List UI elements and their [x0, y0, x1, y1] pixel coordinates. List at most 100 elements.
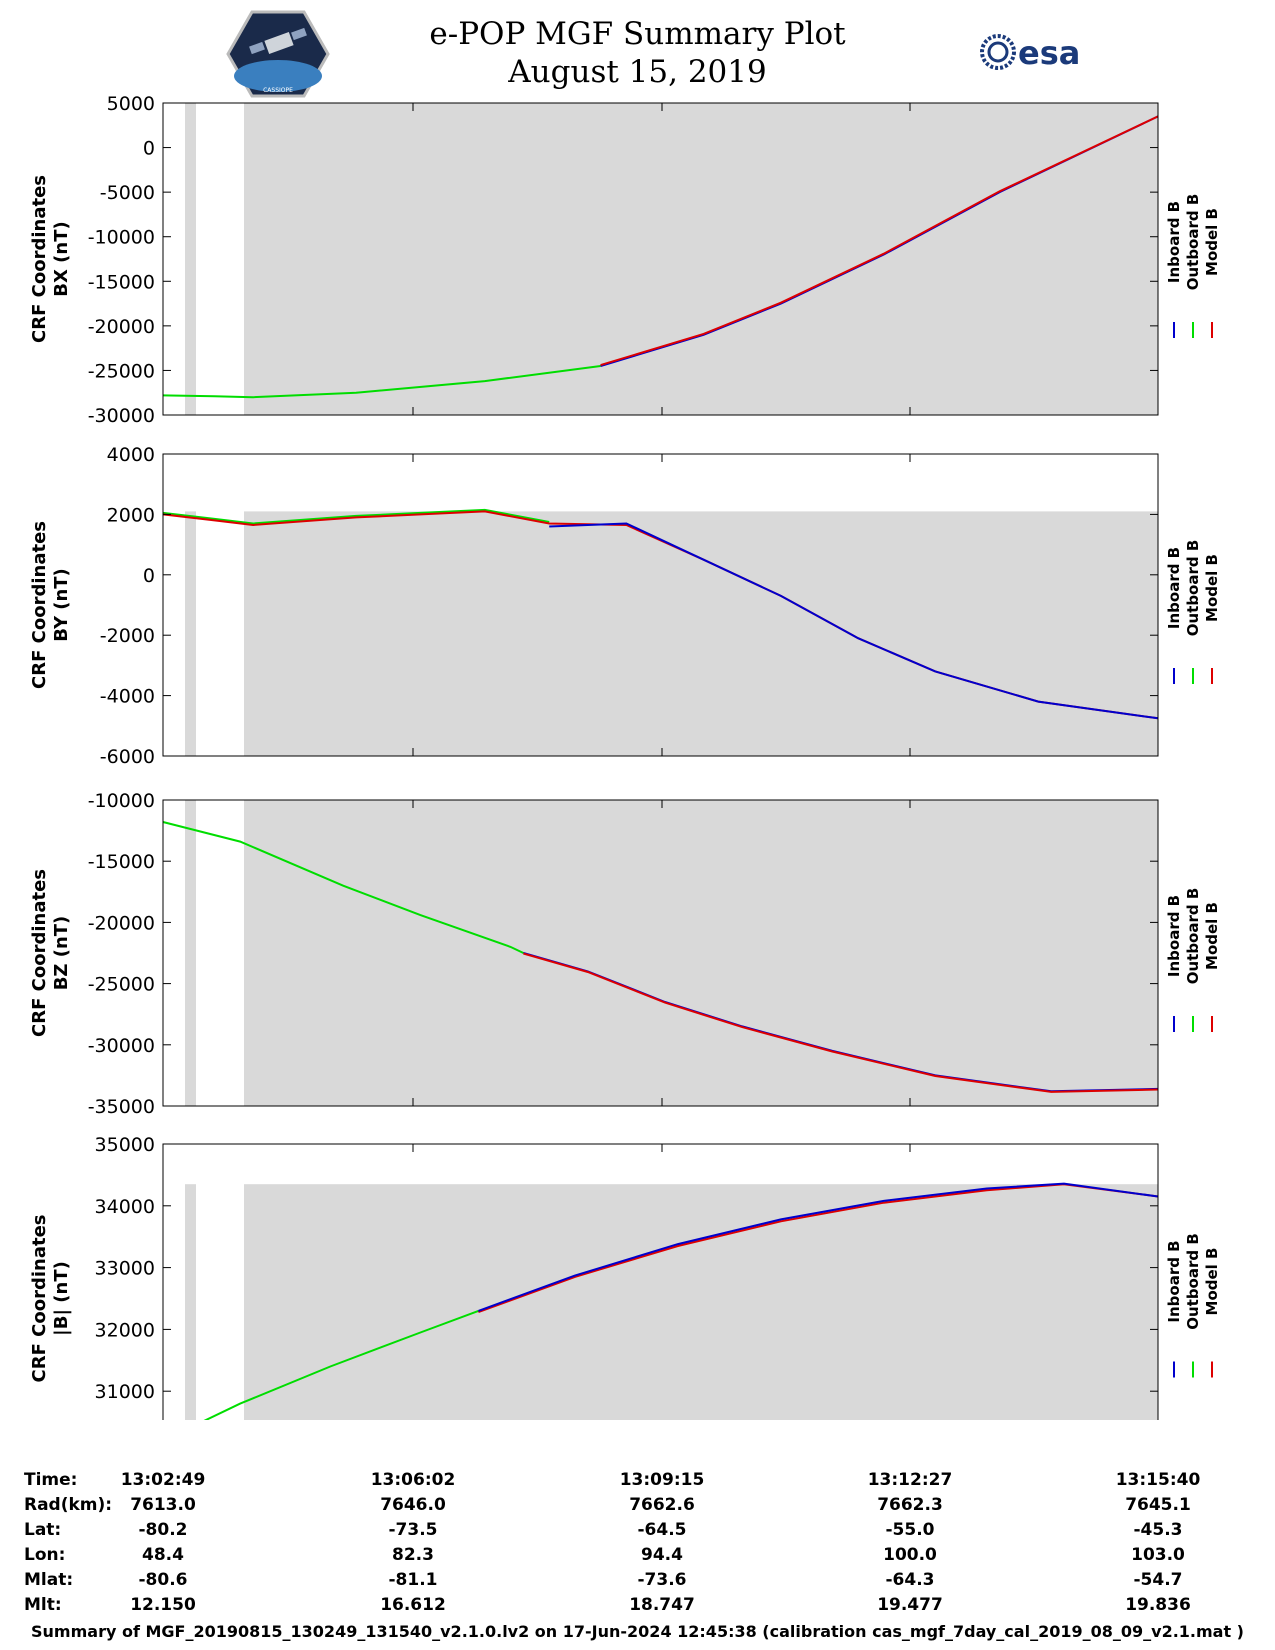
legend-label: Inboard B [1165, 1240, 1183, 1322]
y-tick-label: 32000 [95, 1319, 155, 1341]
ephemeris-value: -73.5 [388, 1520, 438, 1540]
bx-series-outboard-b [162, 365, 601, 399]
ephemeris-label: Time: [24, 1470, 78, 1490]
y-tick-label: 2000 [107, 504, 155, 526]
ephemeris-value: 82.3 [392, 1545, 434, 1565]
ephemeris-value: 13:09:15 [619, 1470, 705, 1490]
legend-label: Inboard B [1165, 547, 1183, 629]
ephemeris-value: 103.0 [1131, 1545, 1185, 1565]
y-tick-label: -25000 [88, 974, 155, 996]
legend-entry: Inboard B [1165, 547, 1183, 629]
ephemeris-row: Lon: 48.4 82.3 94.4 100.0 103.0 [0, 1545, 1275, 1567]
y-tick-label: -4000 [100, 686, 155, 708]
cassiope-logo-text: CASSIOPE [263, 87, 293, 94]
ephemeris-value: 16.612 [380, 1595, 446, 1615]
y-tick-label: 31000 [95, 1381, 155, 1403]
bz-series-model-b [523, 952, 1159, 1093]
ephemeris-label: Mlat: [24, 1570, 74, 1590]
y-tick-label: -30000 [88, 1035, 155, 1057]
data-gap-shade [244, 800, 1158, 1106]
bmag-series-inboard-b [478, 1182, 1159, 1312]
legend-label: Outboard B [1184, 1233, 1202, 1330]
ephemeris-row: Lat: -80.2 -73.5 -64.5 -55.0 -45.3 [0, 1520, 1275, 1542]
bx-ylabel: CRF Coordinates BX (nT) [29, 175, 72, 343]
y-tick-label: -20000 [88, 912, 155, 934]
legend-entry: Outboard B [1184, 1233, 1202, 1330]
legend-label: Outboard B [1184, 194, 1202, 291]
y-tick-label: 35000 [95, 1134, 155, 1156]
y-tick-label: -10000 [88, 227, 155, 249]
ephemeris-row: Mlt: 12.150 16.612 18.747 19.477 19.836 [0, 1595, 1275, 1617]
y-tick-label: 0 [143, 138, 155, 160]
ephemeris-label: Rad(km): [24, 1495, 113, 1515]
data-gap-shade [244, 511, 1158, 756]
ephemeris-value: 18.747 [629, 1595, 695, 1615]
legend-entry: Model B [1203, 208, 1221, 276]
bz-plot-frame [162, 799, 1159, 1107]
data-gap-shade [244, 103, 1158, 415]
ephemeris-value: 13:06:02 [370, 1470, 456, 1490]
ylabel-line1: CRF Coordinates [29, 175, 50, 343]
ephemeris-value: 19.836 [1125, 1595, 1191, 1615]
legend-entry: Inboard B [1165, 201, 1183, 283]
ephemeris-label: Lon: [24, 1545, 66, 1565]
ephemeris-row: Time: 13:02:49 13:06:02 13:09:15 13:12:27 13:… [0, 1470, 1275, 1492]
ylabel-line2: BY (nT) [51, 568, 72, 642]
bmag-ylabel: CRF Coordinates |B| (nT) [29, 1215, 72, 1383]
ephemeris-value: -64.3 [885, 1570, 935, 1590]
data-gap-shade [185, 511, 196, 756]
ephemeris-value: 13:12:27 [867, 1470, 953, 1490]
data-gap-shade [185, 800, 196, 1106]
legend-label: Model B [1203, 554, 1221, 622]
y-tick-label: 33000 [95, 1258, 155, 1280]
bmag-plot-frame [162, 1143, 1159, 1420]
ephemeris-value: -45.3 [1133, 1520, 1183, 1540]
ephemeris-value: 13:15:40 [1115, 1470, 1201, 1490]
legend-label: Outboard B [1184, 888, 1202, 985]
legend-label: Inboard B [1165, 201, 1183, 283]
by-series-inboard-b [549, 522, 1159, 720]
ylabel-line1: CRF Coordinates [29, 869, 50, 1037]
ephemeris-value: -64.5 [637, 1520, 687, 1540]
ephemeris-value: 7613.0 [130, 1495, 196, 1515]
bz-series-outboard-b [162, 821, 524, 954]
legend-entry: Outboard B [1184, 888, 1202, 985]
legend-entry: Inboard B [1165, 1240, 1183, 1322]
ephemeris-row: Rad(km): 7613.0 7646.0 7662.6 7662.3 7645.1 [0, 1495, 1275, 1517]
ylabel-line1: CRF Coordinates [29, 1215, 50, 1383]
legend-entry: Outboard B [1184, 540, 1202, 637]
y-tick-label: -15000 [88, 271, 155, 293]
ephemeris-value: 7645.1 [1125, 1495, 1191, 1515]
legend-label: Outboard B [1184, 540, 1202, 637]
by-ylabel: CRF Coordinates BY (nT) [29, 521, 72, 689]
ephemeris-label: Lat: [24, 1520, 62, 1540]
ephemeris-value: -80.2 [138, 1520, 188, 1540]
y-tick-label: -35000 [88, 1096, 155, 1118]
legend-entry: Model B [1203, 902, 1221, 970]
by-series-outboard-b [162, 508, 550, 525]
legend-label: Inboard B [1165, 895, 1183, 977]
data-gap-shade [185, 1184, 196, 1420]
legend-label: Model B [1203, 1248, 1221, 1316]
esa-logo: esa [980, 34, 1080, 72]
legend-entry: Model B [1203, 1248, 1221, 1316]
ylabel-line2: |B| (nT) [51, 1261, 72, 1336]
y-tick-label: 5000 [107, 93, 155, 115]
ephemeris-value: 12.150 [130, 1595, 196, 1615]
ephemeris-row: Mlat: -80.6 -81.1 -73.6 -64.3 -54.7 [0, 1570, 1275, 1592]
by-plot-frame [162, 453, 1159, 757]
y-tick-label: -2000 [100, 625, 155, 647]
y-tick-label: 34000 [95, 1196, 155, 1218]
legend-label: Model B [1203, 902, 1221, 970]
y-tick-label: 4000 [107, 444, 155, 466]
plot-title: e-POP MGF Summary Plot [429, 16, 846, 52]
ephemeris-value: -81.1 [388, 1570, 438, 1590]
data-gap-shade [185, 103, 196, 415]
mgf-summary-charts: 50000-5000-10000-15000-20000-25000-30000… [29, 93, 1221, 1420]
ephemeris-value: 7646.0 [380, 1495, 446, 1515]
footer-summary: Summary of MGF_20190815_130249_131540_v2… [31, 1622, 1244, 1641]
esa-logo-text: esa [1018, 34, 1080, 72]
bz-ylabel: CRF Coordinates BZ (nT) [29, 869, 72, 1037]
ephemeris-value: -54.7 [1133, 1570, 1183, 1590]
y-tick-label: -6000 [100, 746, 155, 768]
